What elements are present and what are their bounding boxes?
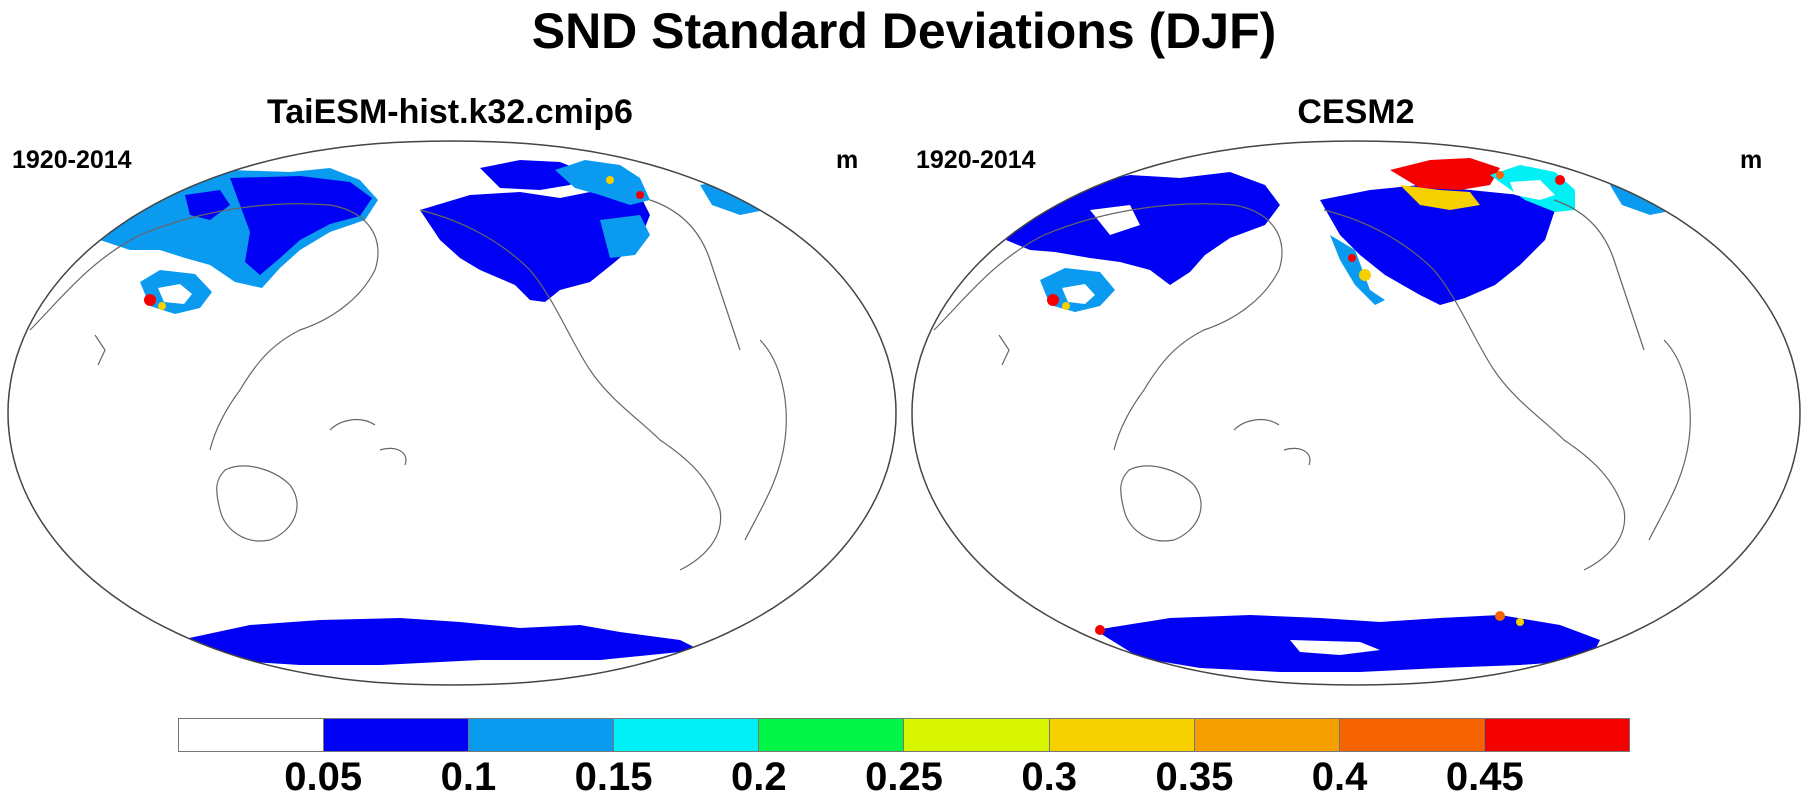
colorbar-tick-label: 0.25 — [865, 755, 943, 799]
left-coastlines — [29, 199, 787, 571]
right-coastlines — [933, 199, 1691, 571]
colorbar-tick-label: 0.05 — [284, 755, 363, 799]
left-panel-units: m — [836, 146, 859, 174]
colorbar-tick-label: 0.45 — [1445, 755, 1524, 799]
left-map — [7, 140, 897, 686]
colorbar-tick-label: 0.3 — [1021, 755, 1077, 799]
colorbar-box — [759, 719, 905, 751]
right-panel-title: CESM2 — [1297, 93, 1415, 131]
colorbar-box — [324, 719, 470, 751]
colorbar-box — [469, 719, 615, 751]
colorbar-box — [1194, 719, 1340, 751]
colorbar-box — [1339, 719, 1485, 751]
colorbar-tick-label: 0.4 — [1311, 755, 1368, 799]
left-panel-period: 1920-2014 — [12, 146, 132, 174]
figure-title: SND Standard Deviations (DJF) — [531, 3, 1277, 59]
right-map — [911, 140, 1801, 686]
colorbar-box — [904, 719, 1050, 751]
colorbar-box — [1049, 719, 1195, 751]
colorbar-box — [179, 719, 325, 751]
left-panel-title: TaiESM-hist.k32.cmip6 — [267, 93, 633, 131]
colorbar-tick-label: 0.15 — [574, 755, 653, 799]
colorbar-box — [1484, 719, 1629, 751]
right-snow-field — [1006, 158, 1680, 672]
colorbar-tick-label: 0.1 — [440, 755, 497, 799]
left-snow-field — [100, 160, 770, 665]
colorbar — [178, 718, 1630, 752]
colorbar-tick-label: 0.2 — [730, 755, 787, 799]
colorbar-tick-label: 0.35 — [1155, 755, 1234, 799]
colorbar-box — [614, 719, 760, 751]
right-panel-units: m — [1740, 146, 1763, 174]
right-panel-period: 1920-2014 — [916, 146, 1036, 174]
